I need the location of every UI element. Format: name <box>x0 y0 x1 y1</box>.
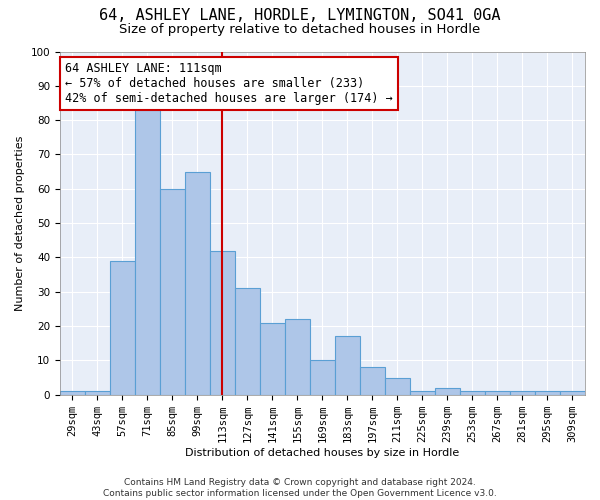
Y-axis label: Number of detached properties: Number of detached properties <box>15 136 25 311</box>
Bar <box>135 110 160 395</box>
Text: Size of property relative to detached houses in Hordle: Size of property relative to detached ho… <box>119 22 481 36</box>
Bar <box>435 388 460 394</box>
X-axis label: Distribution of detached houses by size in Hordle: Distribution of detached houses by size … <box>185 448 460 458</box>
Bar <box>260 322 285 394</box>
Bar <box>310 360 335 394</box>
Bar <box>360 368 385 394</box>
Bar <box>335 336 360 394</box>
Bar <box>510 392 535 394</box>
Bar <box>535 392 560 394</box>
Bar <box>385 378 410 394</box>
Bar <box>185 172 210 394</box>
Bar <box>235 288 260 395</box>
Text: Contains HM Land Registry data © Crown copyright and database right 2024.
Contai: Contains HM Land Registry data © Crown c… <box>103 478 497 498</box>
Bar <box>560 392 585 394</box>
Bar <box>110 261 135 394</box>
Bar <box>85 392 110 394</box>
Bar <box>460 392 485 394</box>
Bar <box>410 392 435 394</box>
Bar <box>485 392 510 394</box>
Bar <box>210 250 235 394</box>
Text: 64, ASHLEY LANE, HORDLE, LYMINGTON, SO41 0GA: 64, ASHLEY LANE, HORDLE, LYMINGTON, SO41… <box>99 8 501 22</box>
Bar <box>285 319 310 394</box>
Bar <box>160 189 185 394</box>
Text: 64 ASHLEY LANE: 111sqm
← 57% of detached houses are smaller (233)
42% of semi-de: 64 ASHLEY LANE: 111sqm ← 57% of detached… <box>65 62 393 105</box>
Bar <box>60 392 85 394</box>
